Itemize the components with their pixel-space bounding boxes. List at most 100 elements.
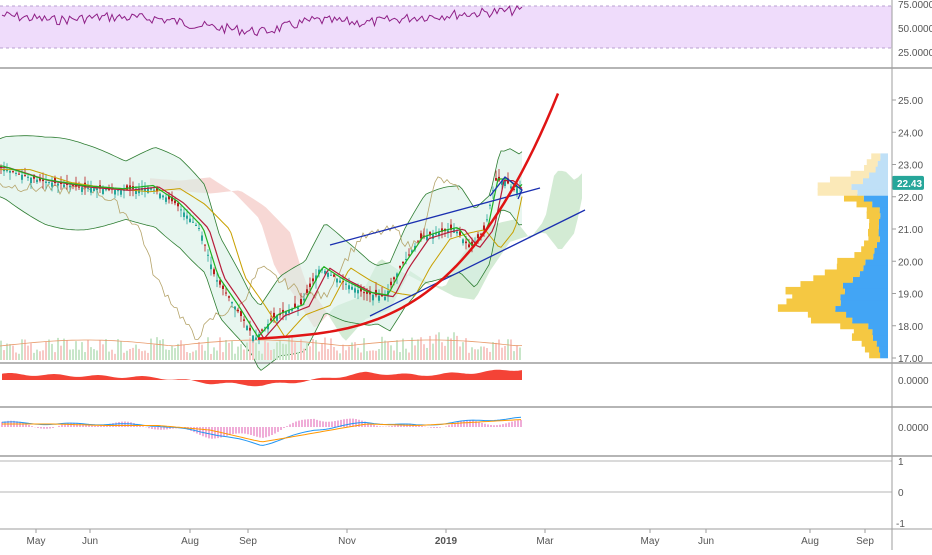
volume-bar <box>198 342 200 360</box>
candle-body <box>198 227 200 229</box>
volume-profile-buy <box>868 321 888 330</box>
volume-profile-buy <box>875 165 888 173</box>
volume-bar <box>519 347 521 360</box>
oscillator-pane[interactable]: 1 0 -1 <box>0 457 905 530</box>
volume-bar <box>378 348 380 360</box>
volume-profile-sell <box>792 292 841 301</box>
volume-bar <box>216 350 218 360</box>
candle-body <box>312 278 314 282</box>
volume-bar <box>324 337 326 360</box>
candle-body <box>24 175 26 177</box>
volume-bar <box>111 349 113 360</box>
volume-bar <box>30 343 32 360</box>
volume-bar <box>105 339 107 360</box>
candle-body <box>117 190 119 192</box>
volume-profile-buy <box>863 194 888 202</box>
volume-bar <box>252 339 254 360</box>
volume-profile-buy <box>879 234 888 243</box>
candle-body <box>465 241 467 244</box>
rsi-pane[interactable]: 75.0000 50.0000 25.0000 <box>0 0 932 59</box>
time-axis[interactable]: May Jun Aug Sep Nov 2019 Mar May Jun Aug Sep <box>27 529 875 547</box>
rsi-tick-75: 75.0000 <box>898 0 932 11</box>
volume-bar <box>345 350 347 360</box>
candle-body <box>102 188 104 194</box>
volume-profile-buy <box>846 310 888 318</box>
rsi-axis: 75.0000 50.0000 25.0000 <box>898 0 932 59</box>
volume-profile-buy <box>879 344 888 353</box>
time-tick-label: May <box>27 536 46 547</box>
volume-bar <box>81 342 83 360</box>
volume-bar <box>6 343 8 360</box>
candle-body <box>450 224 452 230</box>
candle-body <box>273 312 275 318</box>
candle-body <box>345 283 347 285</box>
candle-body <box>96 188 98 191</box>
candle-body <box>486 219 488 221</box>
time-tick-label: Sep <box>856 536 874 547</box>
volume-bar <box>516 345 518 360</box>
volume-profile-sell <box>861 246 875 254</box>
volume-bar <box>63 338 65 360</box>
candle-body <box>462 239 464 244</box>
macd-pane[interactable]: 0.0000 <box>1 416 929 446</box>
candle-body <box>300 298 302 305</box>
volume-bar <box>144 350 146 360</box>
volume-bar <box>321 343 323 360</box>
volume-profile-sell <box>868 234 880 243</box>
trendline-lower[interactable] <box>369 209 586 317</box>
volume-bar <box>117 339 119 360</box>
candle-body <box>495 177 497 181</box>
volume-profile-sell <box>864 344 880 353</box>
candle-body <box>420 233 422 239</box>
price-tick-label: 19.00 <box>898 290 923 301</box>
time-tick-label: 2019 <box>435 536 458 547</box>
candle-body <box>237 309 239 312</box>
volume-bar <box>69 349 71 360</box>
volume-bar <box>90 347 92 360</box>
volume-profile-sell <box>817 188 858 196</box>
volume-bar <box>21 339 23 360</box>
candle-body <box>258 334 260 340</box>
volume-profile-sell <box>864 165 876 173</box>
candle-body <box>357 289 359 294</box>
volume-bar <box>123 352 125 360</box>
trendlines[interactable] <box>329 176 586 317</box>
awesome-oscillator-pane[interactable]: 0.0000 <box>2 369 929 387</box>
volume-bar <box>264 340 266 360</box>
volume-bar <box>261 353 263 360</box>
trendline-upper[interactable] <box>329 187 541 246</box>
candle-body <box>354 288 356 293</box>
volume-bar <box>39 351 41 360</box>
trendline-flag[interactable] <box>489 176 523 200</box>
volume-bar <box>312 339 314 360</box>
candle-body <box>234 306 236 310</box>
volume-bar <box>96 350 98 360</box>
volume-bar <box>465 338 467 360</box>
volume-profile-buy <box>873 252 888 260</box>
candle-body <box>291 309 293 311</box>
price-pane[interactable]: 25.00 24.00 23.00 22.00 21.00 20.00 19.00 18.00… <box>0 93 924 371</box>
candle-body <box>171 196 173 202</box>
volume-bar <box>420 337 422 360</box>
volume-bar <box>114 353 116 360</box>
volume-bar <box>42 350 44 360</box>
candle-body <box>396 273 398 278</box>
time-tick-label: Sep <box>239 536 257 547</box>
candle-body <box>21 174 23 180</box>
volume-bar <box>255 342 257 360</box>
candle-body <box>402 261 404 264</box>
candle-body <box>174 200 176 204</box>
candle-body <box>372 294 374 301</box>
candle-body <box>12 171 14 173</box>
candle-body <box>225 292 227 294</box>
candle-body <box>135 188 137 195</box>
parabolic-curve[interactable] <box>257 93 560 340</box>
volume-bar <box>288 337 290 360</box>
volume-bar <box>435 334 437 360</box>
volume-bar <box>0 340 2 360</box>
volume-bar <box>222 352 224 360</box>
candle-body <box>114 189 116 195</box>
volume-bar <box>366 351 368 360</box>
